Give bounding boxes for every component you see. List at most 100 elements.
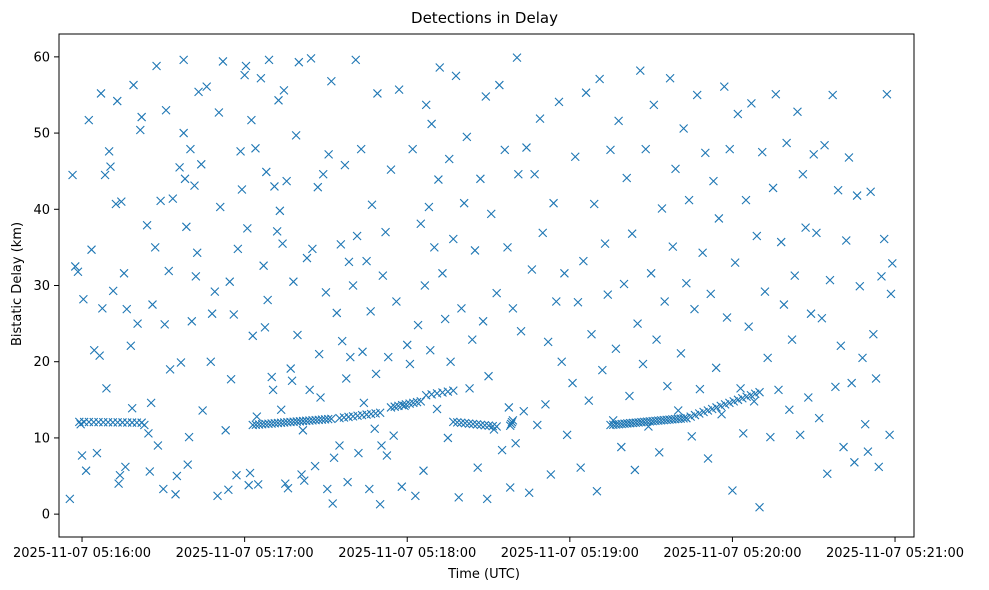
data-point-marker	[435, 63, 445, 72]
y-tick-label: 30	[33, 279, 50, 294]
data-point-marker	[68, 170, 77, 180]
plot-background	[59, 34, 914, 537]
data-point-marker	[324, 150, 334, 159]
data-point-marker	[825, 275, 835, 285]
data-point-marker	[660, 297, 670, 306]
data-point-marker	[451, 71, 461, 81]
data-point-marker	[344, 257, 354, 267]
track-point-marker	[432, 389, 442, 398]
data-point-marker	[638, 359, 648, 369]
data-point-marker	[779, 300, 789, 309]
data-point-marker	[886, 289, 896, 299]
data-point-marker	[114, 479, 124, 489]
data-point-marker	[270, 182, 279, 191]
data-point-marker	[313, 182, 323, 192]
data-point-marker	[351, 55, 361, 65]
data-point-marker	[316, 393, 325, 402]
data-point-marker	[65, 494, 75, 504]
data-point-marker	[714, 214, 724, 223]
data-point-marker	[378, 271, 388, 280]
data-point-marker	[446, 357, 455, 367]
data-point-marker	[183, 460, 193, 469]
track-point-marker	[508, 416, 518, 425]
data-point-marker	[505, 483, 515, 492]
data-point-marker	[749, 396, 759, 406]
data-point-marker	[795, 430, 805, 440]
x-axis-title: Time (UTC)	[447, 567, 520, 582]
data-point-marker	[261, 167, 271, 177]
data-point-marker	[145, 467, 155, 476]
data-point-marker	[335, 441, 344, 450]
y-tick-label: 20	[33, 355, 50, 370]
data-point-marker	[241, 61, 251, 71]
data-point-marker	[877, 271, 886, 281]
data-point-marker	[153, 441, 163, 450]
data-point-marker	[614, 116, 624, 126]
data-point-marker	[866, 187, 876, 197]
data-point-marker	[831, 382, 840, 392]
data-point-marker	[247, 115, 256, 125]
data-point-marker	[148, 300, 157, 309]
data-point-marker	[679, 124, 689, 133]
data-point-marker	[115, 470, 125, 480]
data-point-marker	[321, 287, 331, 297]
data-point-marker	[562, 430, 572, 440]
data-point-marker	[179, 128, 189, 138]
data-point-marker	[684, 195, 694, 205]
data-point-marker	[314, 349, 324, 359]
data-point-marker	[497, 445, 507, 455]
data-point-marker	[176, 358, 186, 367]
data-point-marker	[348, 281, 358, 290]
data-point-marker	[736, 383, 745, 393]
data-point-marker	[787, 335, 797, 344]
y-tick-label: 50	[33, 127, 50, 142]
data-point-marker	[863, 447, 873, 457]
track-point-marker	[480, 420, 490, 430]
data-point-marker	[206, 357, 216, 367]
data-point-marker	[741, 195, 751, 205]
data-point-marker	[282, 176, 292, 186]
data-point-marker	[882, 89, 892, 99]
data-point-marker	[375, 499, 385, 509]
data-point-marker	[551, 297, 561, 306]
track-point-marker	[412, 397, 422, 407]
data-point-marker	[252, 412, 262, 421]
data-point-marker	[722, 313, 732, 322]
data-point-marker	[482, 494, 492, 504]
data-point-marker	[429, 243, 439, 252]
y-tick-label: 0	[42, 508, 50, 523]
data-point-marker	[527, 265, 537, 274]
data-point-marker	[592, 486, 602, 496]
data-point-marker	[343, 477, 353, 487]
data-point-marker	[608, 416, 618, 425]
data-point-marker	[719, 82, 729, 91]
data-point-marker	[127, 403, 137, 413]
data-point-marker	[142, 220, 152, 230]
track-point-marker	[427, 389, 437, 399]
x-tick-label: 2025-11-07 05:16:00	[13, 546, 151, 561]
data-point-marker	[152, 61, 161, 71]
data-point-marker	[654, 448, 664, 457]
data-point-marker	[386, 165, 396, 175]
track-point-marker	[397, 400, 407, 410]
data-point-marker	[210, 287, 220, 296]
data-point-marker	[747, 98, 756, 108]
data-point-marker	[279, 86, 289, 95]
track-point-marker	[755, 387, 764, 397]
track-point-marker	[394, 401, 403, 411]
data-point-marker	[158, 484, 168, 494]
data-point-marker	[298, 425, 308, 435]
data-point-marker	[354, 448, 363, 458]
data-point-marker	[560, 268, 569, 278]
data-point-marker	[287, 376, 297, 386]
track-point-marker	[443, 387, 453, 396]
data-point-marker	[478, 316, 488, 326]
data-point-marker	[180, 174, 190, 184]
x-tick-label: 2025-11-07 05:19:00	[501, 546, 639, 561]
data-point-marker	[97, 303, 107, 313]
data-point-marker	[164, 266, 174, 276]
data-point-marker	[198, 406, 208, 415]
track-point-marker	[326, 414, 336, 424]
data-point-marker	[690, 304, 699, 314]
data-point-marker	[728, 486, 737, 495]
